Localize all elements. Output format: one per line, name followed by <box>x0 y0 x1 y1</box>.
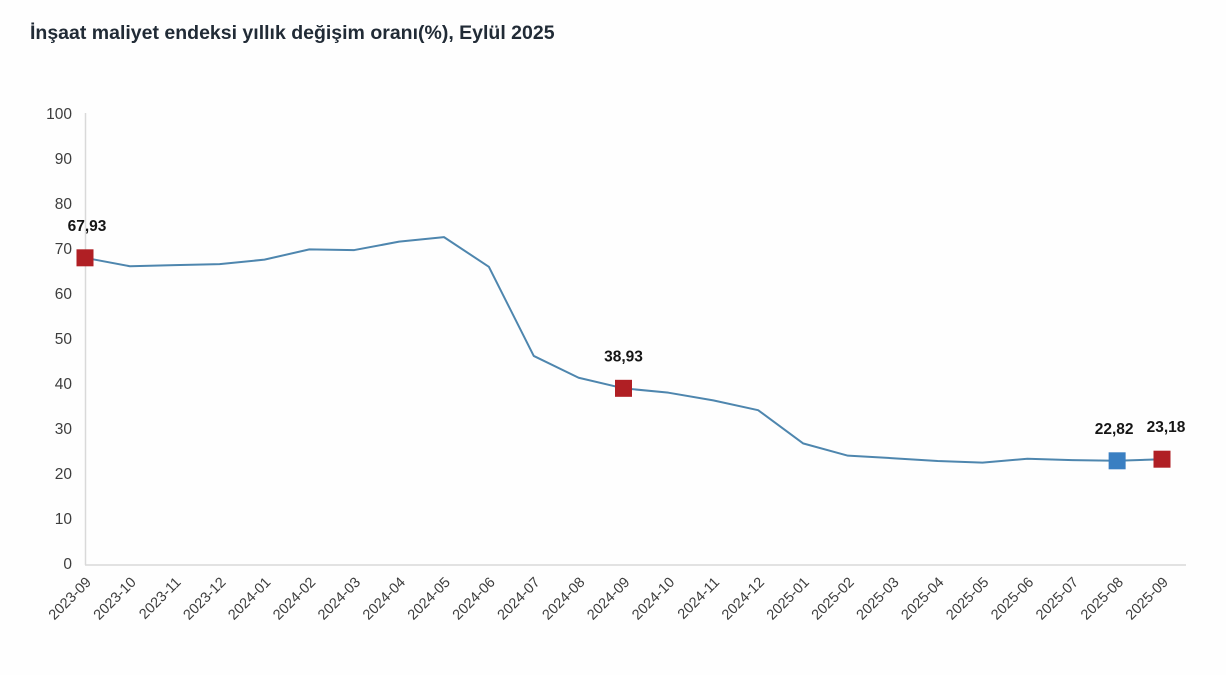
x-tick-label: 2023-11 <box>136 575 184 623</box>
x-tick-label: 2025-06 <box>988 575 1037 624</box>
data-label-2025-09: 23,18 <box>1147 419 1186 436</box>
data-label-2025-08: 22,82 <box>1095 421 1134 438</box>
x-tick-label: 2025-09 <box>1123 575 1172 624</box>
x-tick-label: 2024-07 <box>495 575 544 624</box>
y-tick-label: 60 <box>55 286 73 303</box>
x-tick-label: 2024-03 <box>315 575 364 624</box>
marker-2023-09 <box>76 249 94 267</box>
x-tick-label: 2025-08 <box>1078 575 1127 624</box>
y-tick-label: 30 <box>55 421 73 438</box>
x-tick-label: 2023-10 <box>91 575 140 624</box>
x-tick-label: 2024-09 <box>584 575 633 624</box>
y-tick-label: 10 <box>55 511 73 528</box>
x-tick-label: 2024-01 <box>225 575 274 624</box>
y-tick-label: 50 <box>55 331 73 348</box>
x-tick-label: 2025-01 <box>764 575 813 624</box>
data-label-2023-09: 67,93 <box>68 218 107 235</box>
x-tick-label: 2023-12 <box>181 575 230 624</box>
x-tick-label: 2024-10 <box>629 575 678 624</box>
x-tick-label: 2024-08 <box>540 575 589 624</box>
chart-title: İnşaat maliyet endeksi yıllık değişim or… <box>30 22 555 44</box>
x-tick-label: 2025-02 <box>809 575 858 624</box>
x-tick-label: 2025-04 <box>899 575 948 624</box>
marker-2025-08 <box>1108 452 1126 470</box>
x-tick-label: 2024-05 <box>405 575 454 624</box>
x-tick-label: 2024-02 <box>270 575 319 624</box>
x-tick-label: 2024-06 <box>450 575 499 624</box>
y-tick-label: 40 <box>55 376 73 393</box>
x-tick-label: 2025-05 <box>943 575 992 624</box>
x-tick-label: 2024-04 <box>360 575 409 624</box>
y-tick-label: 0 <box>63 556 72 573</box>
x-tick-label: 2024-12 <box>719 575 768 624</box>
y-tick-label: 70 <box>55 241 73 258</box>
y-tick-label: 90 <box>55 151 73 168</box>
marker-2024-09 <box>615 379 632 397</box>
marker-2025-09 <box>1153 450 1171 468</box>
x-tick-label: 2023-09 <box>46 575 95 624</box>
x-tick-label: 2024-11 <box>675 575 723 623</box>
y-tick-label: 100 <box>46 106 72 123</box>
y-tick-label: 80 <box>55 196 73 213</box>
x-tick-label: 2025-07 <box>1033 575 1082 624</box>
data-label-2024-09: 38,93 <box>604 348 643 365</box>
x-tick-label: 2025-03 <box>854 575 903 624</box>
y-tick-label: 20 <box>55 466 73 483</box>
